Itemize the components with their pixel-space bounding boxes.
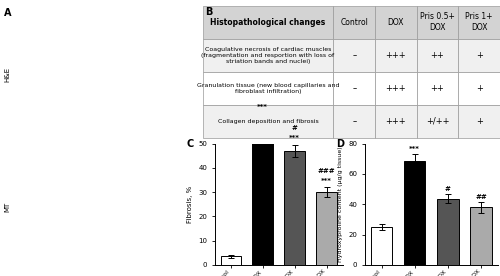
Bar [334, 72, 375, 105]
Text: iv: iv [102, 74, 109, 80]
Text: vii: vii [18, 212, 27, 218]
Text: Histopathological changes: Histopathological changes [210, 18, 326, 26]
Text: Pris 0.5+
DOX: Pris 0.5+ DOX [420, 12, 455, 32]
Text: #: # [445, 186, 451, 192]
Text: +: + [476, 51, 482, 60]
Bar [470, 207, 492, 265]
Text: vi: vi [102, 148, 109, 154]
Bar [404, 161, 425, 265]
Bar [284, 151, 305, 265]
Text: ##: ## [475, 194, 487, 200]
Bar [416, 72, 459, 105]
Bar [202, 39, 334, 72]
Bar [458, 72, 500, 105]
Text: ***: *** [321, 177, 332, 184]
Text: C: C [187, 139, 194, 149]
Text: +: + [476, 117, 482, 126]
Text: H&E: H&E [4, 67, 10, 82]
Text: –: – [352, 117, 356, 126]
Text: +++: +++ [386, 84, 406, 93]
Text: ###: ### [318, 168, 336, 174]
Text: Pris 1+
DOX: Pris 1+ DOX [466, 12, 493, 32]
Text: ***: *** [258, 104, 268, 110]
Text: iii: iii [18, 74, 25, 80]
Text: i: i [18, 7, 20, 14]
Bar [416, 105, 459, 138]
Bar [437, 199, 458, 265]
Bar [316, 192, 337, 265]
Text: MT: MT [4, 202, 10, 212]
Bar [334, 105, 375, 138]
Text: B: B [206, 7, 213, 17]
Bar [252, 119, 273, 265]
Bar [416, 6, 459, 39]
Text: +++: +++ [386, 117, 406, 126]
Text: A: A [4, 8, 11, 18]
Bar [375, 6, 416, 39]
Text: Control: Control [340, 18, 368, 26]
Text: ***: *** [289, 135, 300, 141]
Bar [202, 6, 334, 39]
Text: +: + [476, 84, 482, 93]
Text: ii: ii [102, 7, 106, 14]
Text: –: – [352, 84, 356, 93]
Text: D: D [336, 139, 344, 149]
Bar [416, 39, 459, 72]
Text: +/++: +/++ [426, 117, 450, 126]
Bar [334, 39, 375, 72]
Bar [375, 72, 416, 105]
Y-axis label: Hydroxyproline content (µg/g tissue): Hydroxyproline content (µg/g tissue) [338, 147, 343, 262]
Text: ***: *** [409, 146, 420, 152]
Text: viii: viii [102, 212, 114, 218]
Y-axis label: Fibrosis, %: Fibrosis, % [187, 186, 193, 223]
Text: –: – [352, 51, 356, 60]
Bar [202, 105, 334, 138]
Bar [375, 105, 416, 138]
Bar [334, 6, 375, 39]
Bar [458, 39, 500, 72]
Bar [375, 39, 416, 72]
Text: v: v [18, 148, 22, 154]
Text: Coagulative necrosis of cardiac muscles
(fragmentation and resportion with loss : Coagulative necrosis of cardiac muscles … [202, 47, 334, 63]
Text: ++: ++ [430, 51, 444, 60]
Bar [458, 105, 500, 138]
Bar [202, 72, 334, 105]
Text: +++: +++ [386, 51, 406, 60]
Bar [220, 256, 242, 265]
Text: DOX: DOX [388, 18, 404, 26]
Text: Collagen deposition and fibrosis: Collagen deposition and fibrosis [218, 119, 318, 124]
Text: #: # [292, 125, 298, 131]
Text: Granulation tissue (new blood capillaries and
fibroblast infiltration): Granulation tissue (new blood capillarie… [196, 83, 339, 94]
Bar [371, 227, 392, 265]
Bar [458, 6, 500, 39]
Text: ++: ++ [430, 84, 444, 93]
